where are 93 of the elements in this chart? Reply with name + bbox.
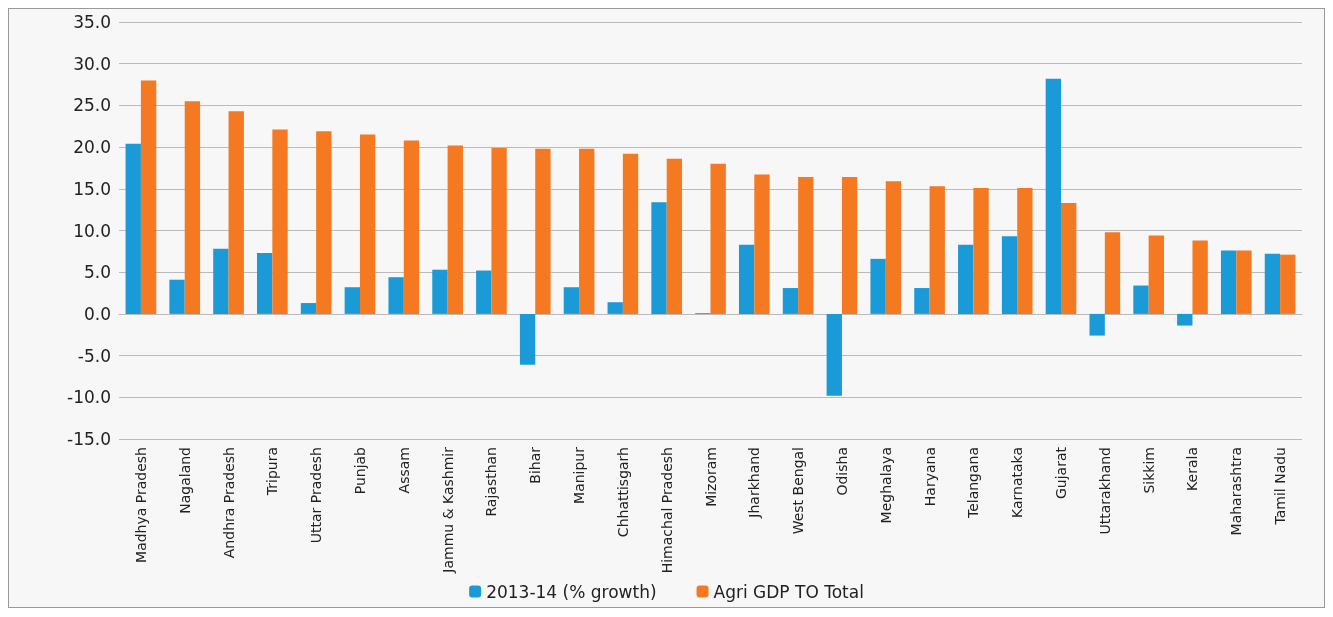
x-tick-label: Rajasthan <box>483 447 500 517</box>
x-tick-label: Jharkhand <box>746 447 763 519</box>
bar <box>782 288 799 314</box>
bar <box>300 303 317 314</box>
bar <box>1264 253 1281 314</box>
bar <box>1089 313 1105 336</box>
y-tick-label: 10.0 <box>73 220 111 241</box>
x-tick-label: Uttarakhand <box>1096 447 1113 535</box>
bar <box>213 248 229 314</box>
bar <box>125 143 141 314</box>
bar <box>257 253 273 314</box>
x-tick-label: Gujarat <box>1053 446 1070 500</box>
bar <box>447 145 463 314</box>
x-tick-label: Uttar Pradesh <box>308 447 325 544</box>
bar <box>535 148 551 314</box>
bar <box>1104 232 1121 314</box>
bar <box>710 163 726 314</box>
bar <box>754 174 770 314</box>
bar <box>870 258 886 314</box>
y-tick-label: 35.0 <box>73 12 111 32</box>
bar <box>272 129 288 314</box>
bar <box>1017 187 1033 314</box>
bar <box>973 187 989 314</box>
bar <box>1045 78 1062 314</box>
bar <box>403 140 420 314</box>
x-tick-label: Tripura <box>264 447 281 497</box>
bar <box>432 269 448 314</box>
bar <box>885 181 902 314</box>
bar <box>563 287 580 314</box>
bar <box>359 134 376 314</box>
bar <box>1236 250 1252 314</box>
x-tick-label: Mizoram <box>702 447 719 507</box>
x-tick-label: Kerala <box>1184 447 1201 491</box>
x-tick-label: Manipur <box>571 446 588 504</box>
legend-label: 2013-14 (% growth) <box>486 581 657 602</box>
x-tick-label: West Bengal <box>790 447 807 535</box>
bar <box>169 279 185 314</box>
x-tick-label: Bihar <box>527 446 544 484</box>
bar <box>1192 240 1208 314</box>
bar <box>476 270 492 314</box>
bar <box>228 111 244 314</box>
x-tick-label: Maharashtra <box>1228 447 1245 536</box>
y-tick-label: 25.0 <box>73 95 111 116</box>
bar <box>316 131 332 314</box>
y-tick-label: -10.0 <box>67 387 111 408</box>
x-tick-label: Madhya Pradesh <box>132 447 149 563</box>
bar <box>1280 254 1296 314</box>
x-tick-label: Odisha <box>833 447 850 496</box>
bar <box>519 313 536 365</box>
y-tick-label: -5.0 <box>77 345 111 366</box>
y-tick-label: 5.0 <box>83 262 111 283</box>
bar <box>607 302 623 314</box>
legend-label: Agri GDP TO Total <box>713 581 864 602</box>
bar <box>1061 202 1077 314</box>
bar <box>826 313 842 396</box>
bar <box>958 244 974 314</box>
x-tick-label: Nagaland <box>176 447 193 514</box>
x-tick-label: Tamil Nadu <box>1272 447 1289 526</box>
bar <box>388 277 404 314</box>
bar <box>579 148 595 314</box>
bar <box>914 288 930 314</box>
bar <box>798 177 814 314</box>
bar <box>140 80 157 314</box>
bar <box>651 202 667 314</box>
bar <box>622 153 639 314</box>
y-tick-label: 20.0 <box>73 137 111 158</box>
x-tick-label: Meghalaya <box>877 447 894 524</box>
y-tick-label: 0.0 <box>83 303 111 324</box>
x-tick-label: Haryana <box>921 447 938 507</box>
x-tick-label: Himachal Pradesh <box>658 447 675 574</box>
x-tick-label: Jammu & Kashmir <box>439 446 456 574</box>
bar <box>841 177 858 314</box>
bar <box>184 101 201 314</box>
x-tick-label: Sikkim <box>1140 447 1157 494</box>
x-tick-label: Assam <box>395 447 412 494</box>
x-tick-label: Andhra Pradesh <box>220 447 237 559</box>
y-tick-label: 30.0 <box>73 53 111 74</box>
bar <box>1001 236 1018 314</box>
x-tick-label: Telangana <box>965 447 982 520</box>
y-tick-label: -15.0 <box>67 429 111 449</box>
x-tick-label: Karnataka <box>1009 447 1026 518</box>
bar <box>1133 285 1149 314</box>
bar <box>666 158 683 314</box>
x-tick-label: Chhattisgarh <box>614 447 631 538</box>
bar <box>491 147 507 314</box>
bar <box>738 244 755 314</box>
x-tick-label: Punjab <box>351 446 368 495</box>
bar <box>344 287 360 314</box>
y-tick-label: 15.0 <box>73 178 111 199</box>
bar <box>1177 313 1193 326</box>
bar <box>1148 235 1164 314</box>
bar <box>1220 250 1237 314</box>
bar <box>929 186 945 314</box>
